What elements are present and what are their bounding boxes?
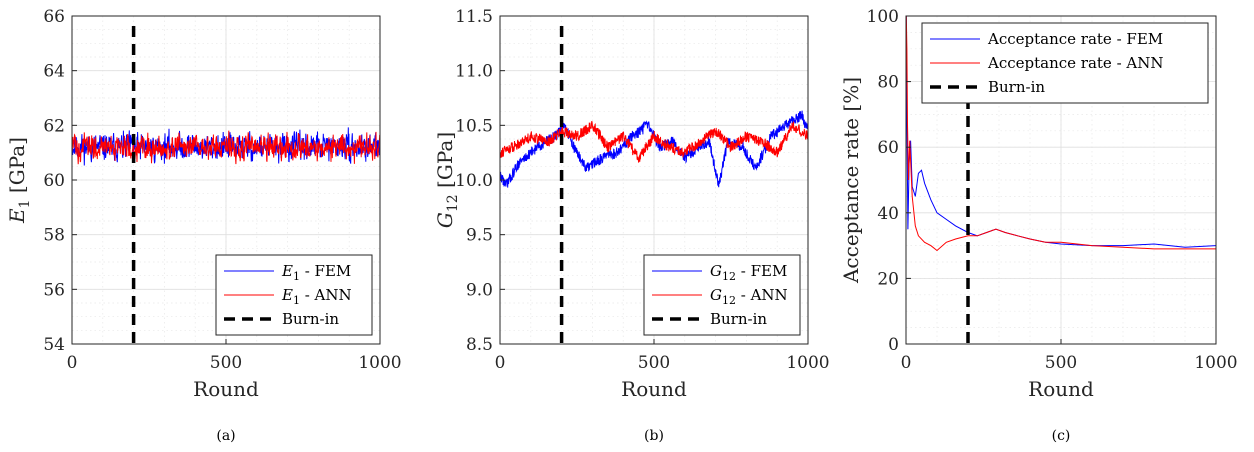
y-tick-label: 54 — [43, 335, 65, 355]
legend-box — [215, 254, 373, 336]
y-tick-label: 62 — [43, 116, 65, 136]
y-tick-label: 9.5 — [466, 226, 493, 246]
legend-label: Acceptance rate - FEM — [987, 30, 1163, 48]
legend-rest: - FEM — [300, 262, 351, 280]
x-axis-label: Round — [621, 377, 687, 401]
y-axis-label: E1 [GPa] — [5, 137, 33, 224]
legend-label: E1 - FEM — [281, 262, 351, 283]
legend-label: Burn-in — [988, 78, 1045, 96]
y-tick-label: 64 — [43, 62, 65, 82]
panel-caption: (b) — [644, 428, 664, 444]
legend-rest: - ANN — [736, 286, 788, 304]
y-tick-label: 60 — [877, 138, 899, 158]
legend-label: Burn-in — [282, 310, 339, 328]
y-tick-label: 40 — [877, 204, 899, 224]
x-tick-label: 1000 — [786, 353, 829, 373]
y-tick-label: 20 — [877, 269, 899, 289]
series-line-ann — [906, 16, 1216, 252]
y-tick-label: 60 — [43, 171, 65, 191]
x-axis-label: Round — [1028, 377, 1094, 401]
y-tick-label: 10.0 — [455, 171, 493, 191]
x-tick-label: 500 — [638, 353, 670, 373]
x-axis-label: Round — [193, 377, 259, 401]
x-tick-label: 0 — [67, 353, 78, 373]
panel-caption: (a) — [216, 428, 235, 444]
legend-sub: 12 — [722, 270, 736, 283]
legend-label: E1 - ANN — [281, 286, 352, 307]
legend-main: G — [710, 262, 722, 280]
y-tick-label: 11.5 — [455, 7, 493, 27]
y-label-main: G — [433, 212, 457, 228]
y-tick-label: 100 — [867, 7, 899, 27]
legend-label: Acceptance rate - ANN — [987, 54, 1164, 72]
y-tick-label: 10.5 — [455, 116, 493, 136]
x-tick-label: 500 — [1045, 353, 1077, 373]
y-tick-label: 8.5 — [466, 335, 493, 355]
legend: Acceptance rate - FEM Acceptance rate - A… — [921, 22, 1209, 104]
series-line-ann — [500, 120, 808, 163]
legend-main: E — [281, 286, 293, 304]
legend-label: G12 - FEM — [710, 262, 787, 283]
y-axis-label: Acceptance rate [%] — [839, 77, 863, 284]
panel-caption: (c) — [1052, 428, 1071, 444]
y-label-main: E — [5, 208, 29, 224]
y-tick-label: 80 — [877, 73, 899, 93]
y-label-main: Acceptance rate [%] — [839, 77, 863, 284]
legend-sub: 1 — [293, 294, 300, 307]
y-label-unit: [GPa] — [433, 132, 457, 194]
legend-sub: 1 — [293, 270, 300, 283]
x-tick-label: 1000 — [1194, 353, 1237, 373]
series-line-ann — [72, 130, 380, 165]
chart-panel-2: 0 500 10008.59.09.510.010.511.011.5RoundG1… — [433, 7, 830, 444]
x-tick-label: 1000 — [358, 353, 401, 373]
y-label-unit: [GPa] — [5, 137, 29, 199]
legend-main: G — [710, 286, 722, 304]
y-label-sub: 12 — [445, 194, 461, 212]
y-tick-label: 0 — [888, 335, 899, 355]
y-tick-label: 11.0 — [455, 62, 493, 82]
y-label-sub: 1 — [17, 199, 33, 208]
y-tick-label: 56 — [43, 280, 65, 300]
legend-rest: - ANN — [300, 286, 352, 304]
y-axis-label: G12 [GPa] — [433, 132, 461, 228]
y-tick-label: 66 — [43, 7, 65, 27]
series-line-fem — [906, 16, 1216, 248]
chart-panel-3: 0 500 1000 0 20 40 60 80 100 Round Acceptance rate… — [839, 7, 1238, 444]
x-tick-label: 0 — [495, 353, 506, 373]
legend-sub: 12 — [722, 294, 736, 307]
legend-rest: - FEM — [736, 262, 787, 280]
x-tick-label: 500 — [210, 353, 242, 373]
legend-label: Burn-in — [710, 310, 767, 328]
y-tick-label: 58 — [43, 226, 65, 246]
legend-label: G12 - ANN — [710, 286, 788, 307]
legend-main: E — [281, 262, 293, 280]
x-tick-label: 0 — [901, 353, 912, 373]
y-tick-label: 9.0 — [466, 280, 493, 300]
